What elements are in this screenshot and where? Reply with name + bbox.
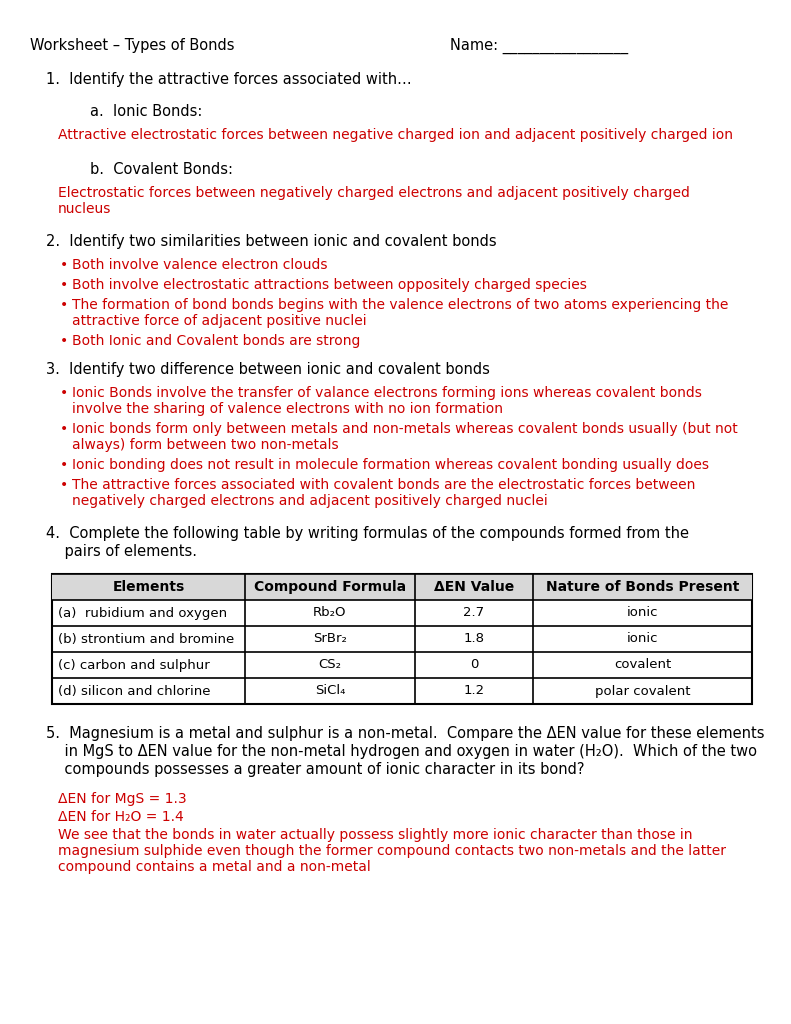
Text: ionic: ionic (626, 606, 658, 620)
Text: The formation of bond bonds begins with the valence electrons of two atoms exper: The formation of bond bonds begins with … (72, 298, 729, 312)
Text: ionic: ionic (626, 633, 658, 645)
Text: 3.  Identify two difference between ionic and covalent bonds: 3. Identify two difference between ionic… (46, 362, 490, 377)
Text: Name: _________________: Name: _________________ (450, 38, 628, 54)
Bar (52, 574, 752, 600)
Text: Compound Formula: Compound Formula (254, 580, 406, 594)
Text: •: • (60, 334, 68, 348)
Text: (b) strontium and bromine: (b) strontium and bromine (58, 633, 234, 645)
Text: 2.7: 2.7 (464, 606, 485, 620)
Text: Attractive electrostatic forces between negative charged ion and adjacent positi: Attractive electrostatic forces between … (58, 128, 733, 142)
Text: Both involve valence electron clouds: Both involve valence electron clouds (72, 258, 327, 272)
Text: •: • (60, 298, 68, 312)
Text: •: • (60, 478, 68, 492)
Text: 5.  Magnesium is a metal and sulphur is a non-metal.  Compare the ΔEN value for : 5. Magnesium is a metal and sulphur is a… (46, 726, 764, 741)
Text: in MgS to ΔEN value for the non-metal hydrogen and oxygen in water (H₂O).  Which: in MgS to ΔEN value for the non-metal hy… (46, 744, 757, 759)
Text: compounds possesses a greater amount of ionic character in its bond?: compounds possesses a greater amount of … (46, 762, 585, 777)
Text: 1.  Identify the attractive forces associated with…: 1. Identify the attractive forces associ… (46, 72, 411, 87)
Text: Rb₂O: Rb₂O (313, 606, 346, 620)
Text: Both Ionic and Covalent bonds are strong: Both Ionic and Covalent bonds are strong (72, 334, 361, 348)
Text: ΔEN for MgS = 1.3: ΔEN for MgS = 1.3 (58, 792, 187, 806)
Text: The attractive forces associated with covalent bonds are the electrostatic force: The attractive forces associated with co… (72, 478, 695, 492)
Text: Nature of Bonds Present: Nature of Bonds Present (546, 580, 739, 594)
Text: ΔEN Value: ΔEN Value (434, 580, 514, 594)
Text: 1.2: 1.2 (464, 684, 485, 697)
Text: We see that the bonds in water actually possess slightly more ionic character th: We see that the bonds in water actually … (58, 828, 692, 842)
Text: Both involve electrostatic attractions between oppositely charged species: Both involve electrostatic attractions b… (72, 278, 587, 292)
Text: SiCl₄: SiCl₄ (315, 684, 345, 697)
Text: Ionic bonding does not result in molecule formation whereas covalent bonding usu: Ionic bonding does not result in molecul… (72, 458, 709, 472)
Text: 2.  Identify two similarities between ionic and covalent bonds: 2. Identify two similarities between ion… (46, 234, 497, 249)
Text: •: • (60, 278, 68, 292)
Text: Worksheet – Types of Bonds: Worksheet – Types of Bonds (30, 38, 234, 53)
Text: (a)  rubidium and oxygen: (a) rubidium and oxygen (58, 606, 227, 620)
Text: •: • (60, 422, 68, 436)
Text: covalent: covalent (614, 658, 671, 672)
Text: compound contains a metal and a non-metal: compound contains a metal and a non-meta… (58, 860, 371, 874)
Text: magnesium sulphide even though the former compound contacts two non-metals and t: magnesium sulphide even though the forme… (58, 844, 726, 858)
Text: attractive force of adjacent positive nuclei: attractive force of adjacent positive nu… (72, 314, 366, 328)
Text: SrBr₂: SrBr₂ (313, 633, 347, 645)
Text: Ionic Bonds involve the transfer of valance electrons forming ions whereas coval: Ionic Bonds involve the transfer of vala… (72, 386, 702, 400)
Text: 0: 0 (470, 658, 479, 672)
Text: Elements: Elements (112, 580, 184, 594)
Text: nucleus: nucleus (58, 202, 112, 216)
Text: •: • (60, 458, 68, 472)
Text: a.  Ionic Bonds:: a. Ionic Bonds: (90, 104, 202, 119)
Text: negatively charged electrons and adjacent positively charged nuclei: negatively charged electrons and adjacen… (72, 494, 547, 508)
Text: b.  Covalent Bonds:: b. Covalent Bonds: (90, 162, 233, 177)
Text: Ionic bonds form only between metals and non-metals whereas covalent bonds usual: Ionic bonds form only between metals and… (72, 422, 738, 436)
Text: polar covalent: polar covalent (595, 684, 691, 697)
Text: Electrostatic forces between negatively charged electrons and adjacent positivel: Electrostatic forces between negatively … (58, 186, 690, 200)
Text: always) form between two non-metals: always) form between two non-metals (72, 438, 339, 452)
Bar (52, 574, 752, 705)
Text: 4.  Complete the following table by writing formulas of the compounds formed fro: 4. Complete the following table by writi… (46, 526, 689, 541)
Text: pairs of elements.: pairs of elements. (46, 544, 197, 559)
Text: CS₂: CS₂ (319, 658, 342, 672)
Text: ΔEN for H₂O = 1.4: ΔEN for H₂O = 1.4 (58, 810, 184, 824)
Text: (c) carbon and sulphur: (c) carbon and sulphur (58, 658, 210, 672)
Text: •: • (60, 386, 68, 400)
Text: •: • (60, 258, 68, 272)
Text: 1.8: 1.8 (464, 633, 485, 645)
Text: involve the sharing of valence electrons with no ion formation: involve the sharing of valence electrons… (72, 402, 503, 416)
Text: (d) silicon and chlorine: (d) silicon and chlorine (58, 684, 210, 697)
